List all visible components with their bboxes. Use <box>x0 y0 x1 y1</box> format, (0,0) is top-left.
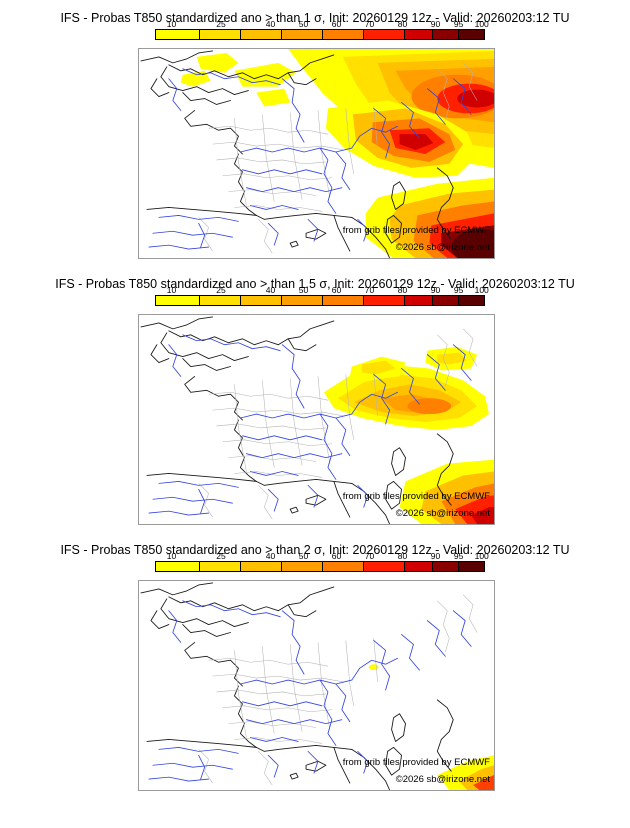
panel-sigma-2: IFS - Probas T850 standardized ano > tha… <box>0 532 630 798</box>
colorbar-segment <box>364 562 406 571</box>
colorbar-segment <box>405 30 434 39</box>
colorbar-gradient <box>155 29 485 40</box>
colorbar-segment <box>433 30 460 39</box>
colorbar-segment <box>241 30 283 39</box>
colorbar-tick: 95 <box>453 19 464 29</box>
colorbar-segment <box>323 562 365 571</box>
credit-copyright: ©2026 sb@irizone.net <box>395 774 490 785</box>
colorbar-segment <box>241 296 283 305</box>
colorbar-segment <box>323 296 365 305</box>
colorbar-segment <box>282 296 324 305</box>
colorbar-tick: 50 <box>298 551 309 561</box>
colorbar-tick: 40 <box>265 285 276 295</box>
panel-title: IFS - Probas T850 standardized ano > tha… <box>55 277 575 291</box>
colorbar-tick: 10 <box>166 19 177 29</box>
colorbar-segment <box>156 562 201 571</box>
credit-copyright: ©2026 sb@irizone.net <box>395 242 490 253</box>
map-frame[interactable]: from grib files provided by ECMWF ©2026 … <box>138 580 495 791</box>
colorbar-segment <box>364 296 406 305</box>
colorbar-segment <box>241 562 283 571</box>
panel-title: IFS - Probas T850 standardized ano > tha… <box>60 543 570 557</box>
panel-title: IFS - Probas T850 standardized ano > tha… <box>60 11 570 25</box>
colorbar-tick: 90 <box>430 19 441 29</box>
map-frame[interactable]: from grib files provided by ECMWF ©2026 … <box>138 48 495 259</box>
colorbar-segment <box>405 562 434 571</box>
map-canvas <box>140 49 494 258</box>
colorbar: 10 25 40 50 60 70 80 90 95 100 <box>155 19 489 40</box>
colorbar-tick: 90 <box>430 285 441 295</box>
colorbar-tick: 90 <box>430 551 441 561</box>
colorbar-tick: 10 <box>166 285 177 295</box>
map-frame[interactable]: from grib files provided by ECMWF ©2026 … <box>138 314 495 525</box>
colorbar-tick: 25 <box>216 285 226 295</box>
map-canvas <box>140 316 494 524</box>
colorbar-tick: 25 <box>216 19 226 29</box>
colorbar-segment <box>200 562 242 571</box>
colorbar-ticks: 10 25 40 50 60 70 80 90 95 100 <box>155 19 489 30</box>
colorbar: 10 25 40 50 60 70 80 90 95 100 <box>155 285 489 306</box>
colorbar-tick: 60 <box>331 19 342 29</box>
colorbar-segment <box>433 562 460 571</box>
credit-source: from grib files provided by ECMWF <box>342 491 490 502</box>
map-canvas <box>140 582 494 790</box>
colorbar-tick: 50 <box>298 285 309 295</box>
colorbar-ticks: 10 25 40 50 60 70 80 90 95 100 <box>155 285 489 296</box>
colorbar-segment <box>282 562 324 571</box>
colorbar-tick: 100 <box>474 551 489 561</box>
colorbar-tick: 60 <box>331 551 342 561</box>
colorbar-gradient <box>155 295 485 306</box>
colorbar-segment <box>200 30 242 39</box>
colorbar-tick: 40 <box>265 551 276 561</box>
panel-sigma-1: IFS - Probas T850 standardized ano > tha… <box>0 0 630 266</box>
colorbar-tick: 70 <box>364 19 375 29</box>
colorbar-tick: 80 <box>397 551 408 561</box>
colorbar-tick: 95 <box>453 285 464 295</box>
colorbar-segment <box>459 296 484 305</box>
colorbar-tick: 80 <box>397 19 408 29</box>
colorbar-segment <box>156 30 201 39</box>
colorbar: 10 25 40 50 60 70 80 90 95 100 <box>155 551 489 572</box>
colorbar-tick: 100 <box>474 19 489 29</box>
colorbar-segment <box>200 296 242 305</box>
credit-source: from grib files provided by ECMWF <box>342 757 490 768</box>
panel-sigma-1-5: IFS - Probas T850 standardized ano > tha… <box>0 266 630 532</box>
colorbar-tick: 80 <box>397 285 408 295</box>
colorbar-tick: 100 <box>474 285 489 295</box>
colorbar-segment <box>433 296 460 305</box>
colorbar-tick: 50 <box>298 19 309 29</box>
colorbar-tick: 25 <box>216 551 226 561</box>
colorbar-segment <box>459 30 484 39</box>
colorbar-ticks: 10 25 40 50 60 70 80 90 95 100 <box>155 551 489 562</box>
colorbar-segment <box>459 562 484 571</box>
colorbar-gradient <box>155 561 485 572</box>
credit-copyright: ©2026 sb@irizone.net <box>395 508 490 519</box>
colorbar-segment <box>405 296 434 305</box>
colorbar-tick: 70 <box>364 551 375 561</box>
colorbar-tick: 95 <box>453 551 464 561</box>
colorbar-segment <box>323 30 365 39</box>
colorbar-segment <box>282 30 324 39</box>
colorbar-tick: 60 <box>331 285 342 295</box>
colorbar-tick: 10 <box>166 551 177 561</box>
credit-source: from grib files provided by ECMWF <box>342 225 490 236</box>
colorbar-segment <box>156 296 201 305</box>
colorbar-tick: 40 <box>265 19 276 29</box>
colorbar-segment <box>364 30 406 39</box>
colorbar-tick: 70 <box>364 285 375 295</box>
